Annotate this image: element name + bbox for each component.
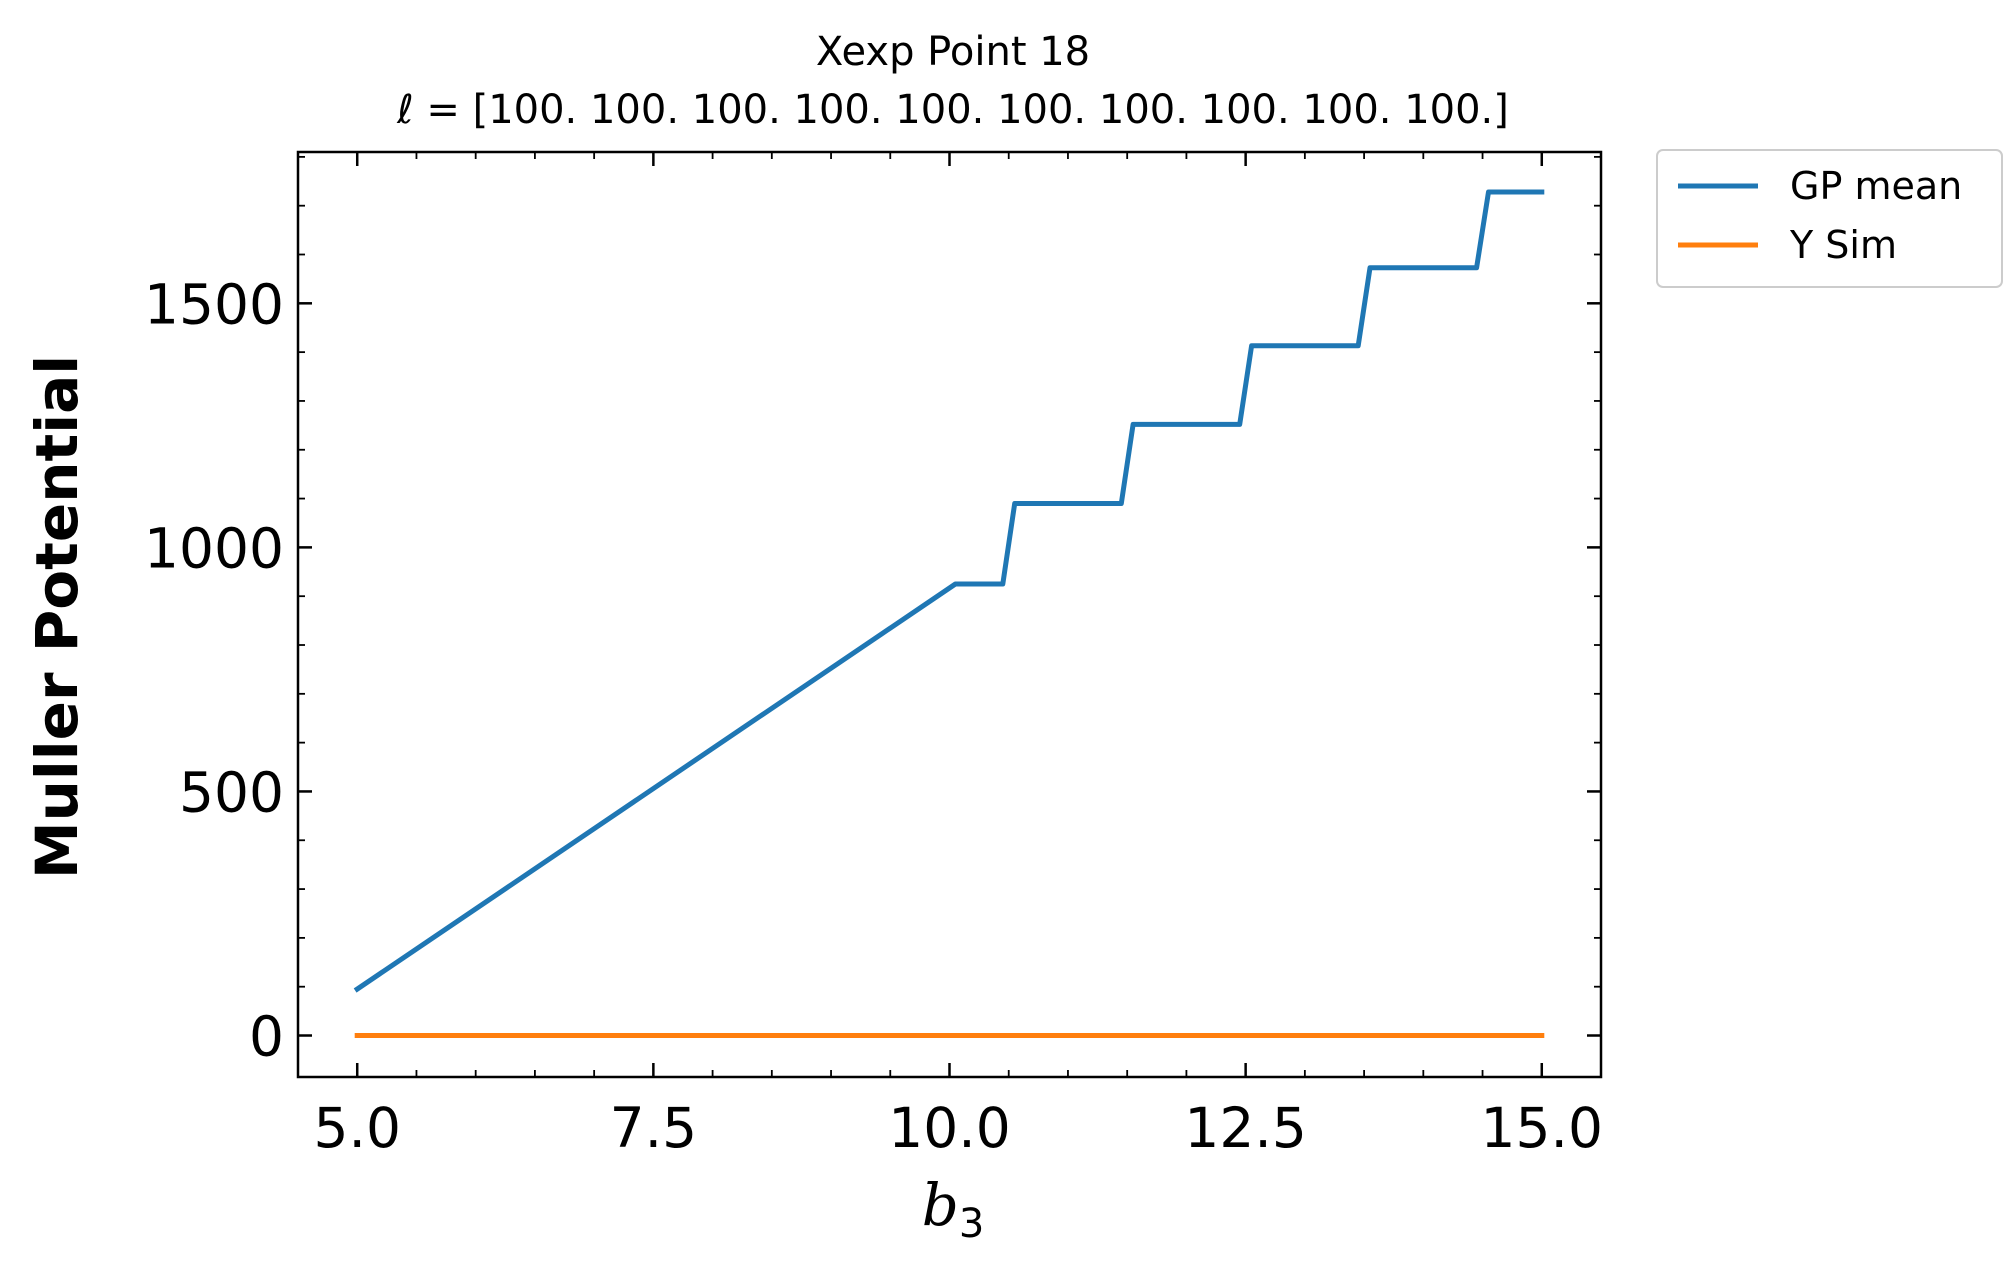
- y-tick-label: 1000: [144, 516, 284, 580]
- y-tick-label: 1500: [144, 272, 284, 336]
- x-tick-label: 12.5: [1184, 1096, 1306, 1160]
- y-tick-label: 500: [179, 760, 284, 824]
- x-axis-label: b3: [922, 1171, 985, 1247]
- plot-area: 5.0 7.5 10.0 12.5 15.0 0 500 1000 1500: [144, 150, 1603, 1160]
- y-axis-label: Muller Potential: [23, 355, 91, 879]
- chart-title: Xexp Point 18: [816, 29, 1090, 75]
- x-axis-label-main: b: [922, 1171, 959, 1239]
- chart-subtitle: ℓ = [100. 100. 100. 100. 100. 100. 100. …: [396, 87, 1509, 133]
- x-tick-label: 7.5: [610, 1096, 697, 1160]
- x-axis-label-subscript: 3: [959, 1201, 984, 1247]
- plot-frame: [296, 150, 1603, 1079]
- x-tick-label: 5.0: [313, 1096, 400, 1160]
- legend: GP mean Y Sim: [1656, 149, 2003, 288]
- series-line-gp-mean: [353, 189, 1545, 993]
- y-tick-label: 0: [249, 1005, 284, 1069]
- legend-label-y-sim: Y Sim: [1789, 223, 1897, 267]
- x-tick-label: 15.0: [1481, 1096, 1603, 1160]
- legend-label-gp-mean: GP mean: [1790, 164, 1962, 208]
- x-tick-label: 10.0: [888, 1096, 1010, 1160]
